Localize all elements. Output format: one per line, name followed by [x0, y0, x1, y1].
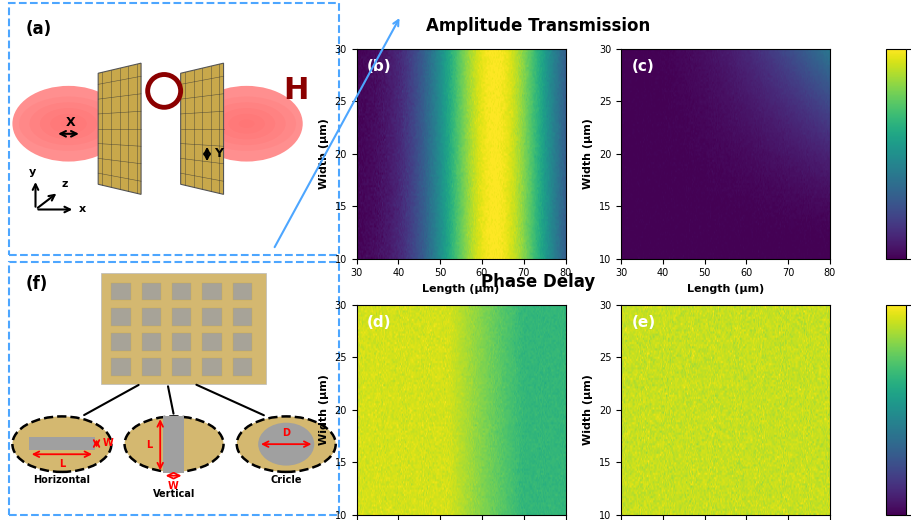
Y-axis label: Width (μm): Width (μm) [583, 118, 593, 189]
Text: (e): (e) [631, 315, 656, 330]
Bar [172, 308, 191, 326]
Ellipse shape [50, 113, 87, 134]
Ellipse shape [239, 119, 255, 128]
Bar [111, 333, 130, 351]
Text: Amplitude Transmission: Amplitude Transmission [426, 17, 650, 35]
Bar [142, 333, 161, 351]
Text: Horizontal: Horizontal [34, 475, 90, 485]
Bar [29, 437, 95, 450]
Text: W: W [168, 480, 179, 491]
X-axis label: Length (μm): Length (μm) [687, 284, 764, 294]
Text: H: H [283, 76, 309, 106]
Text: D: D [282, 428, 291, 438]
Y-axis label: Width (μm): Width (μm) [319, 374, 329, 445]
Ellipse shape [60, 119, 77, 128]
Ellipse shape [208, 102, 286, 145]
Text: x: x [78, 204, 86, 214]
Bar [163, 417, 184, 473]
Ellipse shape [13, 86, 125, 162]
Bar [233, 333, 252, 351]
Text: L: L [147, 440, 153, 450]
Text: Phase Delay: Phase Delay [481, 273, 595, 291]
Bar [233, 308, 252, 326]
Ellipse shape [13, 417, 111, 472]
Text: Vertical: Vertical [153, 489, 195, 499]
Text: (f): (f) [26, 275, 48, 293]
Text: (b): (b) [367, 59, 392, 74]
Text: Cricle: Cricle [271, 475, 302, 485]
Bar [233, 358, 252, 376]
Bar [142, 358, 161, 376]
Text: Y: Y [214, 148, 222, 161]
Ellipse shape [125, 417, 223, 472]
X-axis label: Length (μm): Length (μm) [423, 284, 500, 294]
Bar [172, 333, 191, 351]
Bar [202, 283, 221, 301]
Text: W: W [103, 438, 114, 448]
Ellipse shape [218, 108, 275, 139]
Polygon shape [98, 63, 141, 194]
Bar [172, 358, 191, 376]
Bar [142, 283, 161, 301]
Text: (d): (d) [367, 315, 392, 330]
Bar [202, 308, 221, 326]
Bar [111, 358, 130, 376]
Text: (c): (c) [631, 59, 654, 74]
Bar [202, 358, 221, 376]
Bar [111, 308, 130, 326]
Ellipse shape [19, 97, 118, 151]
Y-axis label: Width (μm): Width (μm) [319, 118, 329, 189]
Bar [233, 283, 252, 301]
Ellipse shape [190, 86, 302, 162]
Ellipse shape [29, 102, 107, 145]
Bar [101, 272, 266, 384]
Bar [172, 283, 191, 301]
Ellipse shape [228, 113, 265, 134]
Text: L: L [59, 459, 65, 469]
Text: z: z [62, 179, 68, 189]
Ellipse shape [237, 417, 336, 472]
Y-axis label: Width (μm): Width (μm) [583, 374, 593, 445]
Bar [142, 308, 161, 326]
Bar [202, 333, 221, 351]
Circle shape [258, 423, 314, 465]
Text: y: y [28, 167, 36, 177]
Ellipse shape [197, 97, 296, 151]
Ellipse shape [39, 108, 97, 139]
Text: (a): (a) [26, 20, 52, 38]
Polygon shape [180, 63, 223, 194]
Text: X: X [66, 116, 75, 129]
Bar [111, 283, 130, 301]
